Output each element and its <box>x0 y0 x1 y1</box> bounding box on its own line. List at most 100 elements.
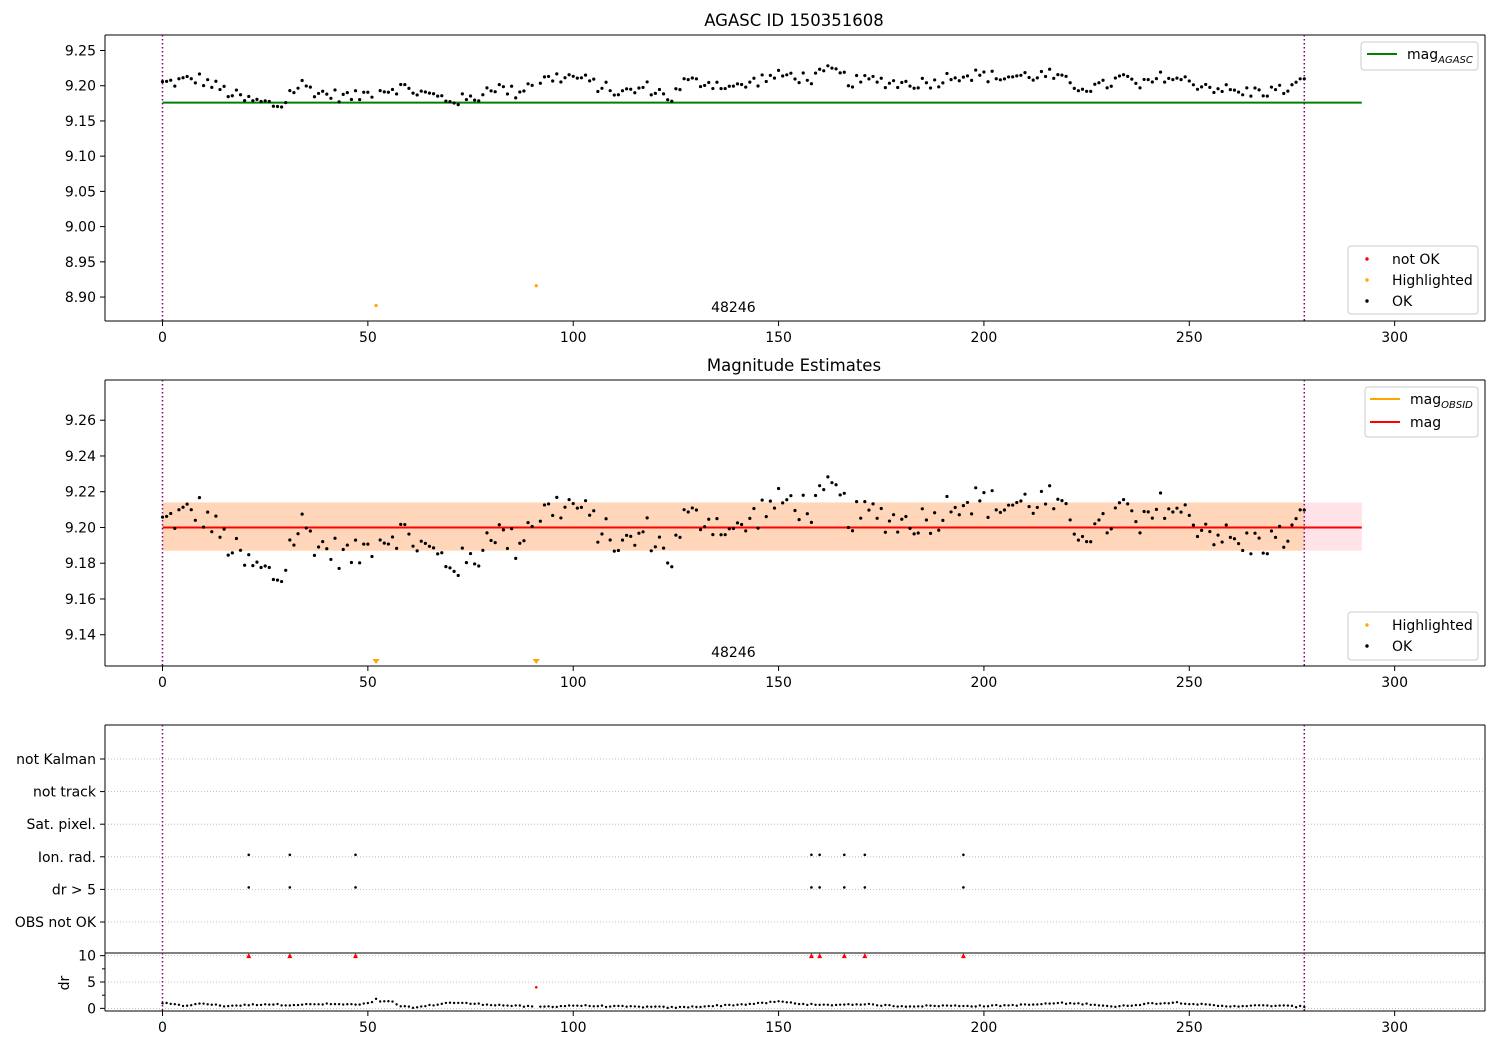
ok-point <box>169 511 173 516</box>
ok-point <box>625 533 629 537</box>
ok-point <box>571 74 575 78</box>
ok-point <box>670 565 674 569</box>
ok-point <box>160 515 165 519</box>
legend-status-2 <box>1347 611 1479 661</box>
ok-point <box>312 95 317 99</box>
ok-point <box>789 71 793 75</box>
dr-point <box>1298 1004 1302 1008</box>
ok-point <box>711 86 715 91</box>
ok-point <box>809 82 814 86</box>
ok-point <box>485 531 489 535</box>
ok-point <box>666 98 670 102</box>
dr-point <box>834 1003 838 1007</box>
ok-point <box>883 86 887 90</box>
dr-point <box>510 1004 513 1008</box>
ok-point <box>1154 507 1159 511</box>
flag-row-label: not track <box>33 785 97 801</box>
ok-point <box>1043 502 1048 506</box>
ok-point <box>912 86 916 90</box>
ok-point <box>740 82 744 87</box>
ok-point <box>809 520 814 524</box>
ok-point <box>920 76 924 80</box>
ok-point <box>230 551 234 555</box>
dr-point <box>867 1002 871 1006</box>
ok-point <box>859 80 863 84</box>
dr-point <box>1068 1002 1072 1005</box>
dr-point <box>309 1002 312 1006</box>
dr-point <box>592 1005 595 1008</box>
dr-point <box>949 1004 953 1008</box>
ok-point <box>982 70 986 74</box>
ok-point <box>805 78 809 82</box>
ok-point <box>822 69 826 73</box>
ok-point <box>703 83 707 88</box>
ok-point <box>575 506 579 510</box>
ok-point <box>1011 503 1015 507</box>
ok-point <box>752 76 756 80</box>
panel-4-ytick-label: 10 <box>78 949 96 965</box>
dr-point <box>1122 1004 1125 1007</box>
ok-point <box>760 73 764 77</box>
ok-point <box>288 89 292 93</box>
dr-point <box>666 1006 669 1010</box>
ok-point <box>1158 70 1163 74</box>
ok-point <box>218 87 222 92</box>
ok-point <box>386 90 390 94</box>
dr-clipped-marker <box>862 953 868 959</box>
panel-1-ytick-label: 9.00 <box>65 220 96 236</box>
dr-point <box>921 1005 924 1008</box>
legend-status-marker <box>1365 644 1369 648</box>
dr-point <box>904 1005 908 1008</box>
ok-point <box>440 94 444 98</box>
ok-point <box>813 493 818 498</box>
dr-point <box>370 1000 374 1004</box>
dr-point <box>625 1005 628 1008</box>
ok-point <box>370 95 374 99</box>
dr-point <box>892 1004 895 1008</box>
dr-point <box>1097 1004 1101 1007</box>
dr-point <box>962 1004 965 1008</box>
ok-point <box>201 525 206 529</box>
ok-point <box>214 79 218 83</box>
ok-point <box>986 80 990 84</box>
ok-point <box>1290 83 1294 87</box>
panel-2-xtick-label: 200 <box>971 675 998 691</box>
dr-point <box>346 1003 349 1006</box>
panel-2-xtick-label: 50 <box>359 675 377 691</box>
dr-clipped-marker <box>353 953 359 959</box>
ok-point <box>238 93 243 97</box>
ok-point <box>222 527 226 531</box>
ok-point <box>1130 77 1134 81</box>
panel-1-ytick-label: 9.10 <box>65 149 96 165</box>
ok-point <box>468 551 473 556</box>
ok-point <box>555 495 559 499</box>
flag-point <box>247 853 251 857</box>
panel-magnitude-estimates: Magnitude Estimates 48246 0 50 100 150 200 250… <box>65 356 1486 691</box>
ok-point <box>259 565 263 570</box>
ok-point <box>522 539 526 543</box>
ok-point <box>904 514 908 519</box>
ok-point <box>1228 535 1232 539</box>
ok-point <box>419 539 423 543</box>
ok-point <box>822 488 826 492</box>
ok-point <box>649 93 653 97</box>
ok-point <box>1064 74 1068 78</box>
legend-agasc-label: magAGASC <box>1407 47 1473 66</box>
ok-point <box>850 85 855 89</box>
dr-point <box>567 1004 571 1007</box>
ok-point <box>900 80 904 85</box>
ok-point <box>953 76 957 80</box>
ok-point <box>1232 537 1237 541</box>
ok-point <box>366 90 370 94</box>
dr-point <box>313 1003 316 1006</box>
ok-point <box>1286 539 1290 543</box>
ok-point <box>645 80 649 84</box>
ok-point <box>961 504 965 508</box>
dr-point <box>662 1005 665 1008</box>
ok-point <box>1183 503 1187 507</box>
ok-point <box>308 529 312 533</box>
ok-point <box>423 90 427 94</box>
flag-row-label: OBS not OK <box>15 915 97 931</box>
dr-point <box>637 1005 641 1008</box>
dr-point <box>760 1001 764 1005</box>
